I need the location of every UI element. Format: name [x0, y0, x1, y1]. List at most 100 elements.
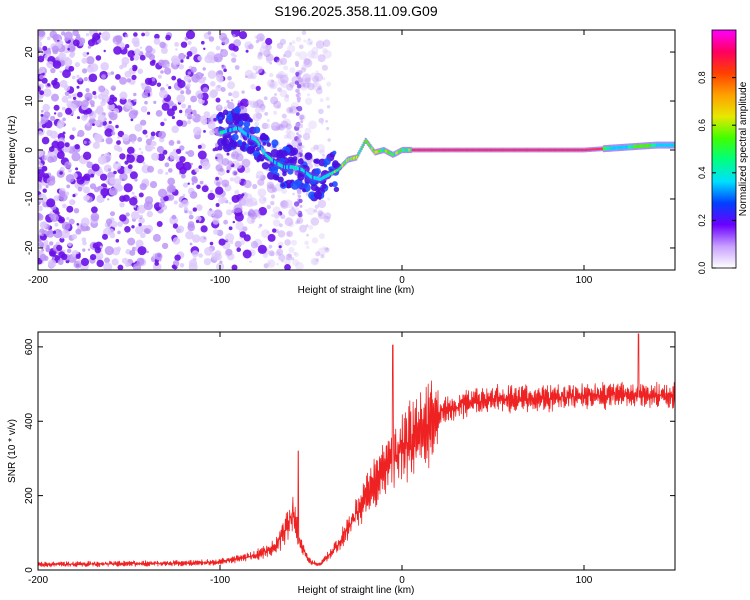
- noise-speckle: [77, 186, 83, 192]
- ridge-core: [452, 148, 454, 152]
- noise-speckle: [209, 241, 214, 246]
- ridge-core: [407, 148, 409, 152]
- noise-speckle: [231, 264, 238, 270]
- noise-speckle: [88, 140, 92, 144]
- ridge-core: [538, 148, 540, 152]
- noise-speckle: [81, 99, 89, 108]
- ridge-blob: [323, 163, 328, 168]
- ridge-core: [596, 148, 598, 151]
- noise-speckle: [97, 85, 105, 93]
- noise-speckle: [86, 52, 90, 55]
- ridge-core: [455, 148, 457, 152]
- ridge-core: [495, 148, 498, 152]
- ridge-core: [311, 175, 313, 179]
- ridge-core: [561, 148, 563, 152]
- noise-speckle: [117, 221, 124, 228]
- noise-speckle: [59, 70, 62, 74]
- ridge-core: [595, 148, 597, 151]
- noise-speckle: [124, 101, 133, 110]
- ridge-core: [338, 167, 340, 171]
- ridge-core: [409, 148, 411, 152]
- ridge-core: [299, 167, 301, 171]
- noise-speckle: [295, 122, 301, 128]
- ridge-core: [658, 143, 660, 147]
- ridge-core: [350, 157, 352, 161]
- noise-speckle: [86, 122, 91, 127]
- noise-speckle: [156, 221, 163, 227]
- noise-speckle: [161, 102, 170, 111]
- ridge-core: [361, 145, 363, 149]
- noise-speckle: [256, 33, 265, 42]
- noise-speckle: [218, 104, 222, 109]
- noise-speckle: [183, 54, 187, 58]
- ridge-blob: [218, 111, 223, 117]
- noise-speckle: [138, 223, 142, 227]
- noise-speckle: [188, 191, 192, 195]
- noise-speckle: [165, 34, 171, 41]
- ridge-core: [261, 146, 263, 151]
- noise-speckle: [135, 226, 144, 235]
- ridge-core: [442, 148, 444, 152]
- ridge-core: [499, 148, 501, 152]
- noise-speckle: [181, 103, 187, 109]
- noise-speckle: [135, 239, 144, 248]
- snr-ticks: -200 -100 0 100 0 200 400 600: [24, 332, 675, 586]
- ridge-core: [245, 132, 247, 137]
- noise-speckle: [267, 233, 276, 242]
- noise-speckle: [141, 91, 149, 99]
- noise-speckle: [232, 34, 236, 38]
- ridge-core: [574, 148, 576, 152]
- noise-speckle: [127, 164, 133, 170]
- noise-speckle: [76, 74, 80, 78]
- noise-speckle: [192, 257, 197, 262]
- noise-speckle: [131, 74, 137, 80]
- noise-speckle: [40, 109, 44, 113]
- noise-speckle: [88, 73, 98, 83]
- ridge-blob: [256, 159, 260, 163]
- noise-speckle: [265, 37, 273, 46]
- noise-speckle: [215, 186, 224, 195]
- noise-speckle: [53, 104, 60, 111]
- colorbar-ticks: 0.0 0.2 0.4 0.6 0.8: [697, 71, 736, 274]
- noise-speckle: [302, 83, 307, 88]
- ridge-core: [610, 146, 612, 150]
- noise-speckle: [288, 208, 297, 217]
- ridge-core: [385, 149, 387, 153]
- noise-speckle: [227, 101, 235, 110]
- noise-speckle: [285, 94, 289, 99]
- noise-speckle: [38, 238, 42, 243]
- ridge-core: [325, 174, 327, 179]
- noise-speckle: [275, 126, 281, 131]
- ridge-core: [239, 127, 241, 131]
- ridge-core: [220, 130, 222, 135]
- noise-speckle: [304, 97, 313, 106]
- ridge-core: [303, 169, 305, 174]
- ridge-core: [457, 148, 459, 152]
- ridge-core: [403, 148, 405, 152]
- ridge-core: [449, 148, 452, 152]
- ridge-core: [298, 166, 300, 171]
- noise-speckle: [41, 165, 48, 172]
- noise-speckle: [306, 207, 315, 216]
- noise-speckle: [277, 70, 286, 79]
- ridge-core: [494, 148, 496, 152]
- ridge-core: [552, 148, 554, 152]
- noise-speckle: [192, 113, 202, 123]
- ridge-core: [387, 151, 389, 154]
- noise-speckle: [47, 259, 57, 268]
- ridge-core: [363, 141, 365, 145]
- ridge-core: [460, 148, 463, 152]
- noise-speckle: [191, 177, 198, 184]
- ridge-core: [439, 148, 441, 152]
- ridge-core: [647, 144, 649, 148]
- noise-speckle: [62, 203, 67, 209]
- ridge-core: [606, 146, 608, 151]
- noise-speckle: [38, 130, 43, 136]
- noise-speckle: [315, 258, 319, 262]
- noise-speckle: [319, 214, 322, 217]
- ridge-core: [564, 148, 566, 152]
- noise-speckle: [40, 113, 44, 117]
- noise-speckle: [189, 191, 198, 199]
- ridge-core: [621, 145, 623, 150]
- noise-speckle: [299, 224, 307, 233]
